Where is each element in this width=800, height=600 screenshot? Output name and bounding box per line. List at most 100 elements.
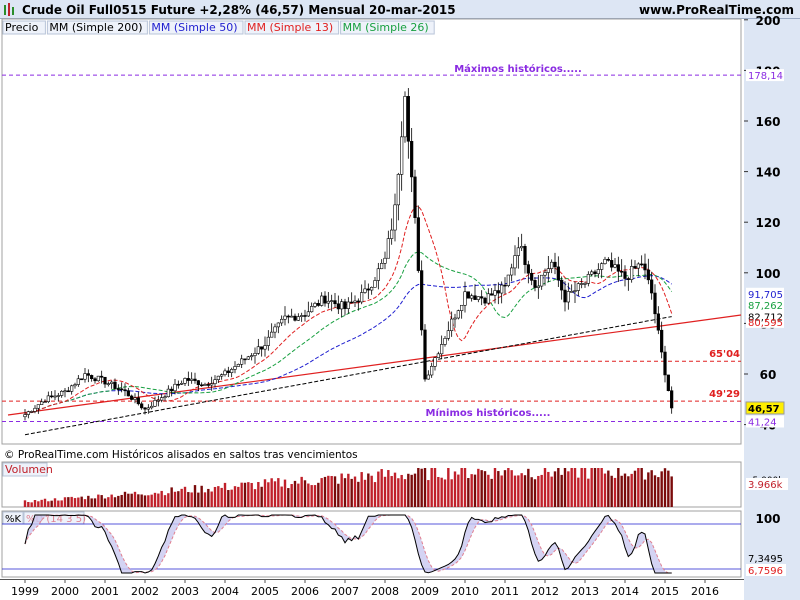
candle-body xyxy=(280,318,284,324)
ma-200-line xyxy=(24,316,672,436)
volume-bar xyxy=(660,471,663,507)
candle-body xyxy=(586,274,590,284)
volume-bar xyxy=(217,486,220,507)
x-tick-label: 2012 xyxy=(531,585,559,598)
volume-bar xyxy=(70,496,73,507)
volume-tag: 3.966k xyxy=(748,480,783,491)
candle-body xyxy=(426,374,430,380)
candle-body xyxy=(296,316,300,321)
candle-body xyxy=(346,301,350,309)
volume-bar xyxy=(77,497,80,507)
candle-body xyxy=(313,303,317,307)
candle-body xyxy=(416,217,420,271)
x-tick-label: 2002 xyxy=(131,585,159,598)
candle-body xyxy=(30,411,34,413)
candle-body xyxy=(320,295,324,306)
candle-body xyxy=(113,381,117,389)
volume-bar xyxy=(93,498,97,507)
legend-label-0: Precio xyxy=(5,21,39,34)
ma-13-line xyxy=(24,205,673,415)
volume-bar xyxy=(587,478,590,507)
candle-body xyxy=(210,383,214,386)
candle-body xyxy=(423,329,427,380)
candle-body xyxy=(503,284,507,287)
price-tag-label: 41,24 xyxy=(748,417,777,428)
x-tick-label: 2016 xyxy=(691,585,719,598)
candle-body xyxy=(203,384,207,386)
legend-label-3: MM (Simple 13) xyxy=(247,21,333,34)
volume-bar xyxy=(273,481,277,507)
candle-body xyxy=(56,395,60,397)
volume-bar xyxy=(190,492,193,507)
candle-body xyxy=(283,315,287,320)
price-tag-box xyxy=(746,315,784,328)
candle-body xyxy=(156,399,160,402)
volume-bar xyxy=(617,468,620,507)
candle-body xyxy=(660,329,664,353)
candle-body xyxy=(463,291,467,306)
candle-body xyxy=(393,204,397,231)
x-tick-label: 2000 xyxy=(51,585,79,598)
volume-bar xyxy=(30,502,33,507)
volume-bar xyxy=(317,482,320,507)
volume-bar xyxy=(23,500,27,507)
candle-body xyxy=(266,336,270,346)
candle-body xyxy=(250,355,254,358)
volume-label: Volumen xyxy=(5,463,53,476)
price-tick-label: 200 xyxy=(755,14,780,28)
candle-body xyxy=(620,270,624,273)
candle-body xyxy=(220,374,224,377)
candle-body xyxy=(240,358,244,365)
price-tag-label: 91,705 xyxy=(748,290,783,301)
candle-body xyxy=(76,378,80,385)
volume-bar xyxy=(640,468,643,507)
volume-bar xyxy=(393,472,397,507)
candle-body xyxy=(373,280,377,288)
candle-body xyxy=(243,358,247,361)
legend-label-4: MM (Simple 26) xyxy=(343,21,429,34)
price-tag-box xyxy=(746,299,784,312)
candle-body xyxy=(216,375,220,380)
candle-body xyxy=(36,404,40,409)
volume-bar xyxy=(243,482,247,507)
volume-bar xyxy=(197,492,200,507)
candle-body xyxy=(376,268,380,281)
candle-body xyxy=(413,176,417,218)
volume-bar xyxy=(577,477,580,507)
candle-body xyxy=(213,379,217,384)
candle-body xyxy=(33,407,37,412)
candle-body xyxy=(390,229,394,239)
candle-body xyxy=(630,266,634,280)
candle-body xyxy=(486,293,490,304)
volume-bar xyxy=(310,485,313,507)
x-tick-label: 2009 xyxy=(411,585,439,598)
candles xyxy=(23,88,674,421)
candle-body xyxy=(73,384,77,387)
price-tag-box xyxy=(746,69,784,82)
candle-body xyxy=(666,374,670,392)
candle-body xyxy=(146,407,150,410)
candle-body xyxy=(506,274,510,286)
volume-bar xyxy=(200,485,203,507)
volume-bar xyxy=(373,482,377,507)
candle-body xyxy=(460,304,464,311)
candle-body xyxy=(546,268,550,273)
candle-body xyxy=(333,300,337,305)
x-tick-label: 2007 xyxy=(331,585,359,598)
volume-bar xyxy=(563,468,567,507)
volume-bar xyxy=(460,468,463,507)
level-label-0: 65'04 xyxy=(709,349,740,360)
candle-body xyxy=(106,383,110,385)
x-tick-label: 2001 xyxy=(91,585,119,598)
candle-body xyxy=(473,295,477,300)
candle-body xyxy=(370,286,374,291)
volume-bar xyxy=(80,496,83,507)
candle-body xyxy=(406,96,410,142)
candle-body xyxy=(476,296,480,300)
price-tag-label: 82,712 xyxy=(748,313,783,324)
header-bar xyxy=(0,0,800,18)
volume-bar xyxy=(400,474,403,507)
candle-body xyxy=(573,290,577,292)
candle-body xyxy=(143,407,147,410)
